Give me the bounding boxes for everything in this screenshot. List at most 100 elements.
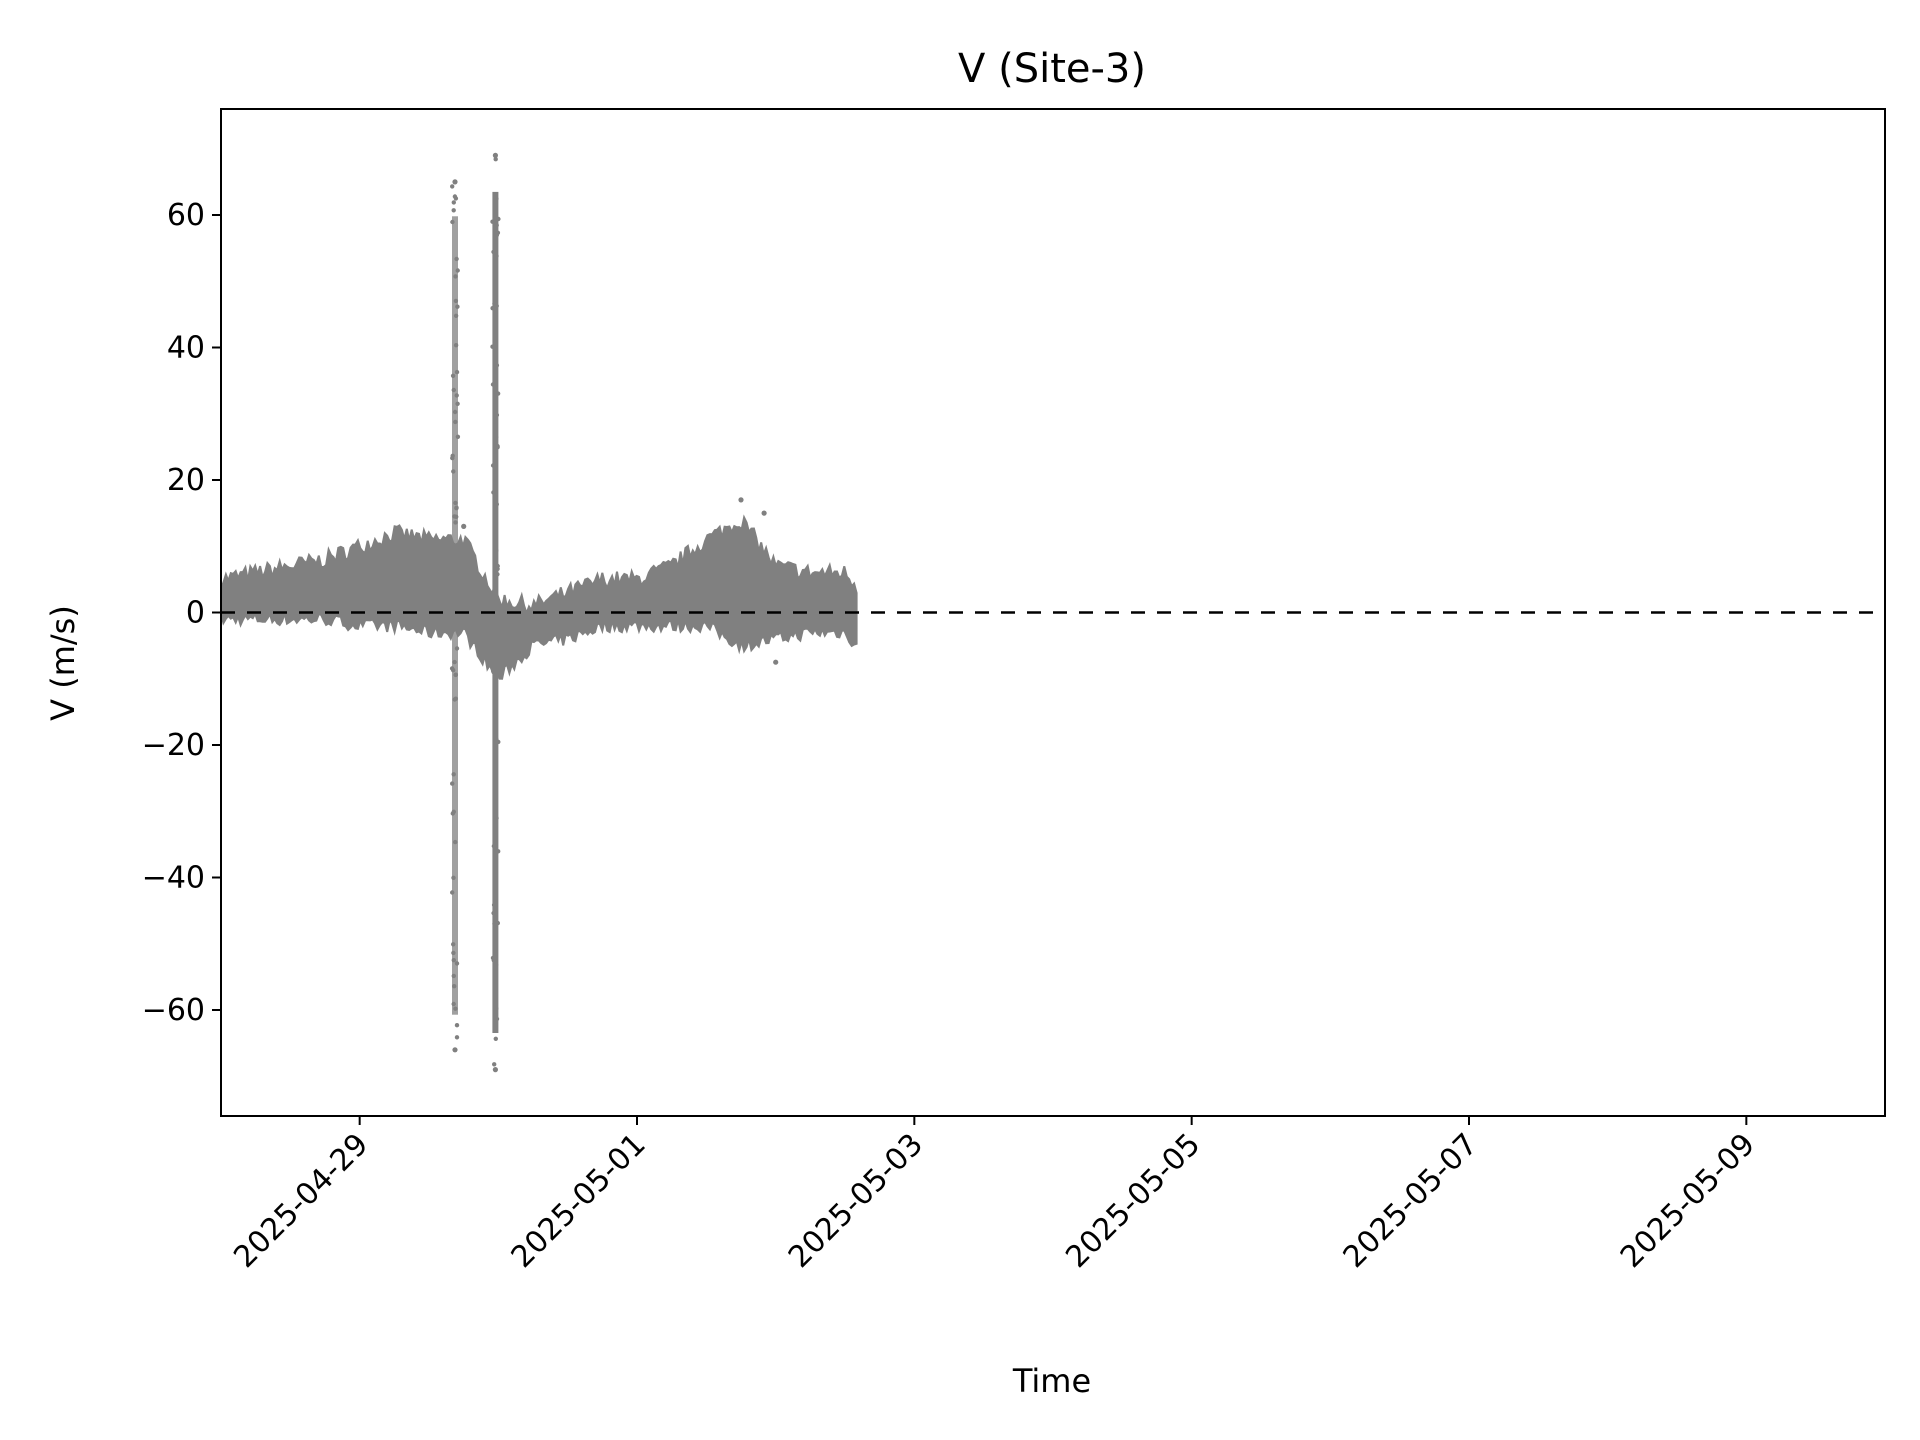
data-point (496, 739, 501, 745)
data-point (453, 672, 458, 678)
data-point (494, 548, 499, 553)
data-point (449, 666, 455, 671)
data-point (452, 179, 458, 185)
data-point (453, 298, 459, 304)
data-point (773, 659, 779, 665)
data-point (452, 409, 458, 415)
data-point (495, 391, 501, 396)
data-point (451, 208, 456, 213)
data-point (493, 962, 499, 968)
data-point (491, 669, 496, 674)
data-point (492, 430, 498, 435)
data-point (451, 772, 456, 777)
data-point (450, 184, 455, 189)
data-point (495, 572, 500, 577)
spike-core (452, 216, 458, 1015)
data-spike (449, 179, 461, 1053)
data-point (492, 627, 498, 633)
data-point (450, 890, 455, 895)
data-point (494, 1016, 500, 1022)
y-tick-label: −60 (142, 993, 205, 1028)
data-point (454, 1035, 460, 1040)
data-point (491, 958, 496, 963)
data-point (454, 961, 460, 966)
data-point (493, 1036, 498, 1042)
data-point (452, 659, 457, 665)
data-point (454, 505, 459, 510)
data-point (494, 253, 499, 259)
data-point (461, 523, 467, 530)
data-point (451, 555, 456, 560)
data-point (490, 641, 495, 646)
data-point (451, 387, 456, 393)
data-point (491, 490, 496, 495)
data-point (453, 343, 459, 348)
data-point (492, 301, 497, 306)
data-point (492, 921, 497, 926)
y-tick-label: −20 (142, 728, 205, 763)
data-point (453, 696, 458, 701)
data-point (453, 520, 458, 525)
data-point (451, 958, 456, 963)
data-point (492, 1067, 498, 1073)
data-point (455, 268, 460, 273)
data-point (494, 815, 499, 821)
y-tick-label: 60 (167, 198, 205, 233)
data-point (450, 373, 456, 378)
data-point (495, 920, 500, 926)
data-point (494, 223, 499, 228)
data-point (455, 542, 460, 548)
data-point (493, 157, 498, 162)
data-point (491, 249, 496, 255)
data-point (490, 603, 495, 608)
chart-title: V (Site-3) (958, 46, 1146, 92)
data-point (493, 658, 498, 663)
data-point (454, 393, 459, 398)
data-point (451, 200, 456, 205)
y-axis-title: V (m/s) (44, 605, 82, 721)
data-point (452, 514, 457, 519)
data-point (454, 646, 460, 651)
y-tick-label: 40 (167, 331, 205, 366)
data-point (491, 843, 497, 849)
data-point (453, 419, 458, 425)
data-point (455, 434, 461, 439)
data-point (453, 1006, 458, 1011)
data-point (451, 950, 456, 956)
data-point (451, 973, 456, 979)
data-point (454, 256, 459, 262)
data-spike (490, 152, 501, 1073)
data-band (220, 514, 858, 680)
data-point (450, 455, 455, 461)
data-point (492, 804, 498, 809)
data-point (495, 230, 501, 235)
data-point (453, 313, 459, 318)
data-point (738, 497, 744, 503)
plot-area (220, 152, 858, 1073)
data-point (455, 304, 460, 309)
data-point (452, 194, 458, 199)
data-point (496, 849, 501, 854)
data-point (455, 620, 460, 625)
data-point (496, 216, 501, 222)
data-point (455, 401, 460, 406)
data-point (494, 1006, 499, 1011)
data-point (490, 219, 495, 224)
data-point (490, 306, 495, 311)
data-point (450, 219, 455, 225)
data-point (491, 902, 497, 908)
y-tick-label: 20 (167, 463, 205, 498)
y-axis: −60 −40 −20 0 20 40 60 (142, 198, 221, 1028)
data-point (495, 445, 500, 450)
data-point (451, 469, 456, 474)
data-point (454, 1022, 460, 1028)
data-point (452, 1047, 458, 1053)
data-point (493, 434, 499, 440)
data-point (492, 287, 498, 293)
data-point (453, 552, 458, 557)
data-point (490, 382, 496, 387)
data-point (450, 811, 455, 816)
y-tick-label: 0 (186, 596, 205, 631)
